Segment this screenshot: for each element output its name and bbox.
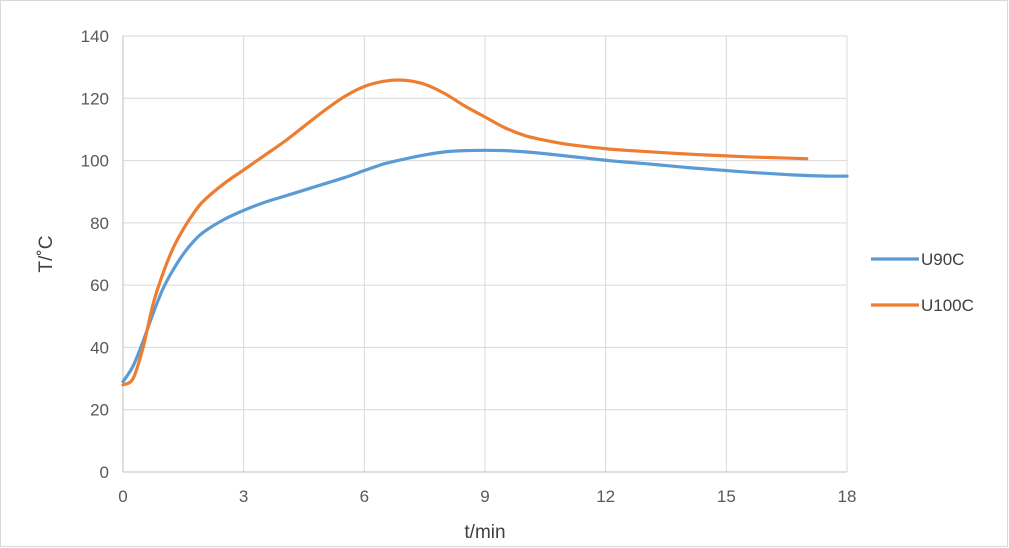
series-line-u90c — [121, 148, 849, 384]
y-tick-label: 20 — [90, 401, 109, 420]
series-layer — [121, 78, 849, 387]
x-tick-label: 18 — [838, 487, 857, 506]
y-tick-label: 40 — [90, 338, 109, 357]
tick-labels: 0 20 40 60 80 100 120 140 0 3 6 9 12 15 18 — [81, 27, 857, 506]
grid-layer — [123, 35, 848, 472]
axis-layer — [122, 36, 847, 473]
legend-label-u100c: U100C — [921, 296, 974, 315]
series-line-u100c — [121, 78, 809, 387]
legend-label-u90c: U90C — [921, 250, 964, 269]
y-tick-label: 140 — [81, 27, 109, 46]
y-tick-label: 60 — [90, 276, 109, 295]
y-axis-title: T/˚C — [36, 236, 57, 273]
x-tick-label: 9 — [480, 487, 489, 506]
y-tick-label: 80 — [90, 214, 109, 233]
x-tick-label: 6 — [360, 487, 369, 506]
x-tick-label: 0 — [118, 487, 127, 506]
x-axis-title: t/min — [464, 522, 505, 543]
x-tick-label: 15 — [717, 487, 736, 506]
y-tick-label: 0 — [100, 463, 109, 482]
legend: U90C U100C — [871, 250, 974, 315]
x-tick-label: 3 — [239, 487, 248, 506]
x-tick-label: 12 — [596, 487, 615, 506]
y-tick-label: 100 — [81, 152, 109, 171]
y-tick-label: 120 — [81, 89, 109, 108]
